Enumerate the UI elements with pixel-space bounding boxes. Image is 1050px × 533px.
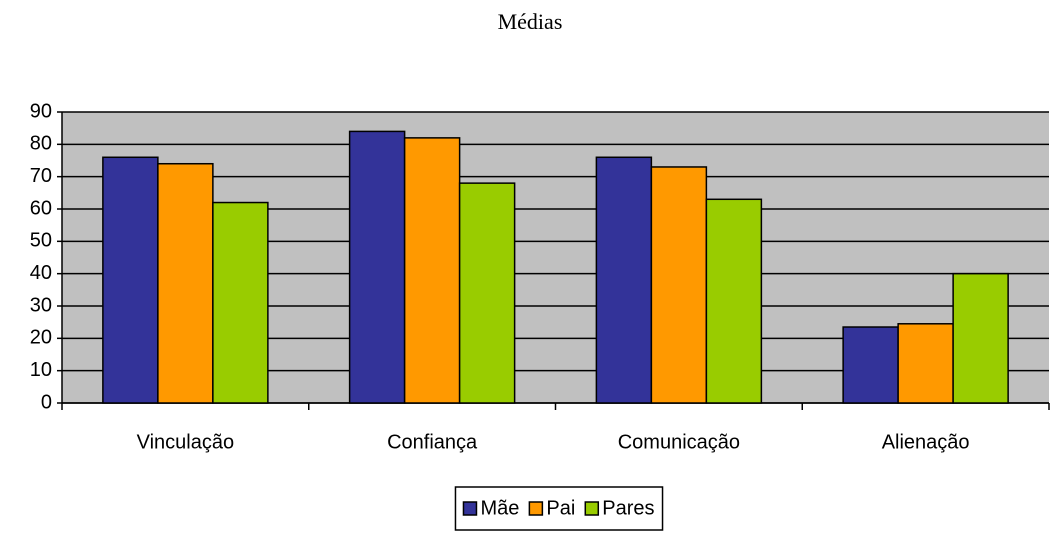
- bar: [348, 130, 406, 404]
- legend: [454, 486, 664, 531]
- x-tick-label: Comunicação: [618, 431, 740, 453]
- y-tick-label: 90: [30, 100, 52, 122]
- legend-swatch: [528, 501, 544, 516]
- y-tick-label: 0: [41, 391, 52, 413]
- bar: [212, 201, 269, 404]
- bar: [952, 272, 1009, 404]
- y-tick-label: 50: [30, 230, 52, 252]
- x-tick-label: Alienação: [882, 431, 970, 453]
- x-tick-label: Vinculação: [137, 431, 234, 453]
- bar: [650, 166, 708, 404]
- legend-swatch: [462, 501, 478, 516]
- y-tick-label: 80: [30, 133, 52, 155]
- y-tick-label: 10: [30, 359, 52, 381]
- legend-swatch: [584, 501, 600, 516]
- y-tick-label: 20: [30, 327, 52, 349]
- bar: [897, 323, 954, 404]
- bar: [458, 182, 516, 404]
- x-tick-label: Confiança: [387, 431, 478, 453]
- bar: [595, 156, 653, 404]
- y-tick-label: 30: [30, 294, 52, 316]
- legend-label: Pai: [546, 497, 575, 519]
- legend-label: Pares: [602, 497, 654, 519]
- chart-title: Médias: [498, 9, 563, 34]
- bar: [157, 162, 214, 404]
- bar: [403, 137, 461, 404]
- legend-label: Mãe: [480, 497, 519, 519]
- y-tick-label: 40: [30, 262, 52, 284]
- bar: [842, 326, 899, 404]
- bar: [102, 156, 159, 404]
- y-tick-label: 60: [30, 197, 52, 219]
- bar: [705, 198, 763, 404]
- y-tick-label: 70: [30, 165, 52, 187]
